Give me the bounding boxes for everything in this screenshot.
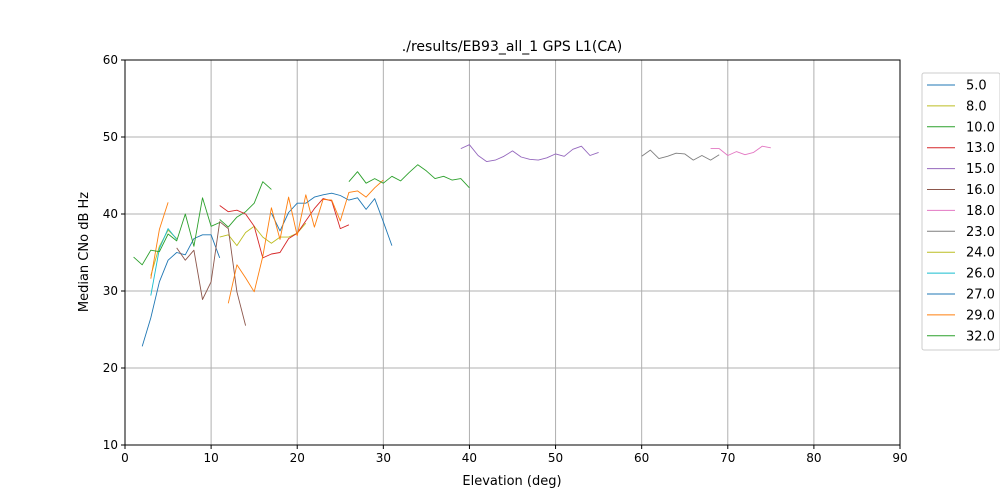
x-tick-label: 40: [462, 451, 477, 465]
legend-label: 24.0: [966, 246, 995, 261]
series-line-24.0: [150, 229, 178, 276]
legend-label: 29.0: [966, 308, 995, 323]
y-tick-label: 20: [103, 361, 118, 375]
series-line-15.0: [460, 144, 599, 163]
legend-label: 23.0: [966, 225, 995, 240]
series-line-23.0: [641, 149, 720, 161]
series-line-16.0: [176, 221, 247, 326]
legend-label: 32.0: [966, 329, 995, 344]
legend-label: 26.0: [966, 267, 995, 282]
y-tick-label: 10: [103, 438, 118, 452]
series-line-8.0: [219, 222, 307, 247]
x-axis-label: Elevation (deg): [462, 474, 561, 489]
series-line-13.0: [219, 198, 350, 259]
x-tick-label: 20: [290, 451, 305, 465]
x-tick-label: 10: [203, 451, 218, 465]
y-tick-label: 40: [103, 207, 118, 221]
legend-label: 15.0: [966, 162, 995, 177]
y-tick-label: 30: [103, 284, 118, 298]
y-axis-label: Median CNo dB Hz: [77, 192, 92, 312]
grid: [124, 59, 901, 446]
series-line-32.0: [133, 197, 220, 266]
series-line-18.0: [710, 145, 771, 156]
y-tick-label: 60: [103, 53, 118, 67]
legend-label: 18.0: [966, 204, 995, 219]
series-line-10.0: [219, 181, 272, 228]
series-line-29.0: [150, 202, 169, 279]
chart-title: ./results/EB93_all_1 GPS L1(CA): [402, 39, 622, 55]
legend-label: 5.0: [966, 79, 987, 94]
legend-label: 13.0: [966, 141, 995, 156]
legend-label: 16.0: [966, 183, 995, 198]
x-tick-label: 90: [892, 451, 907, 465]
legend-label: 10.0: [966, 120, 995, 135]
plot-frame: [124, 59, 901, 446]
legend-frame: [921, 72, 1000, 351]
series-line-26.0: [150, 228, 178, 296]
series-line-29.0: [227, 179, 384, 304]
x-tick-label: 80: [806, 451, 821, 465]
series-layer: [133, 144, 771, 347]
x-tick-label: 30: [376, 451, 391, 465]
y-tick-label: 50: [103, 130, 118, 144]
legend-label: 8.0: [966, 99, 987, 114]
x-tick-label: 0: [121, 451, 129, 465]
legend-label: 27.0: [966, 288, 995, 303]
series-line-32.0: [348, 164, 470, 189]
legend: 5.0 8.0 10.0 13.0 15.0 16.0 18.0 23.0 24.0 26.0 27…: [921, 72, 1000, 351]
x-tick-label: 60: [634, 451, 649, 465]
x-tick-label: 70: [720, 451, 735, 465]
x-tick-label: 50: [548, 451, 563, 465]
